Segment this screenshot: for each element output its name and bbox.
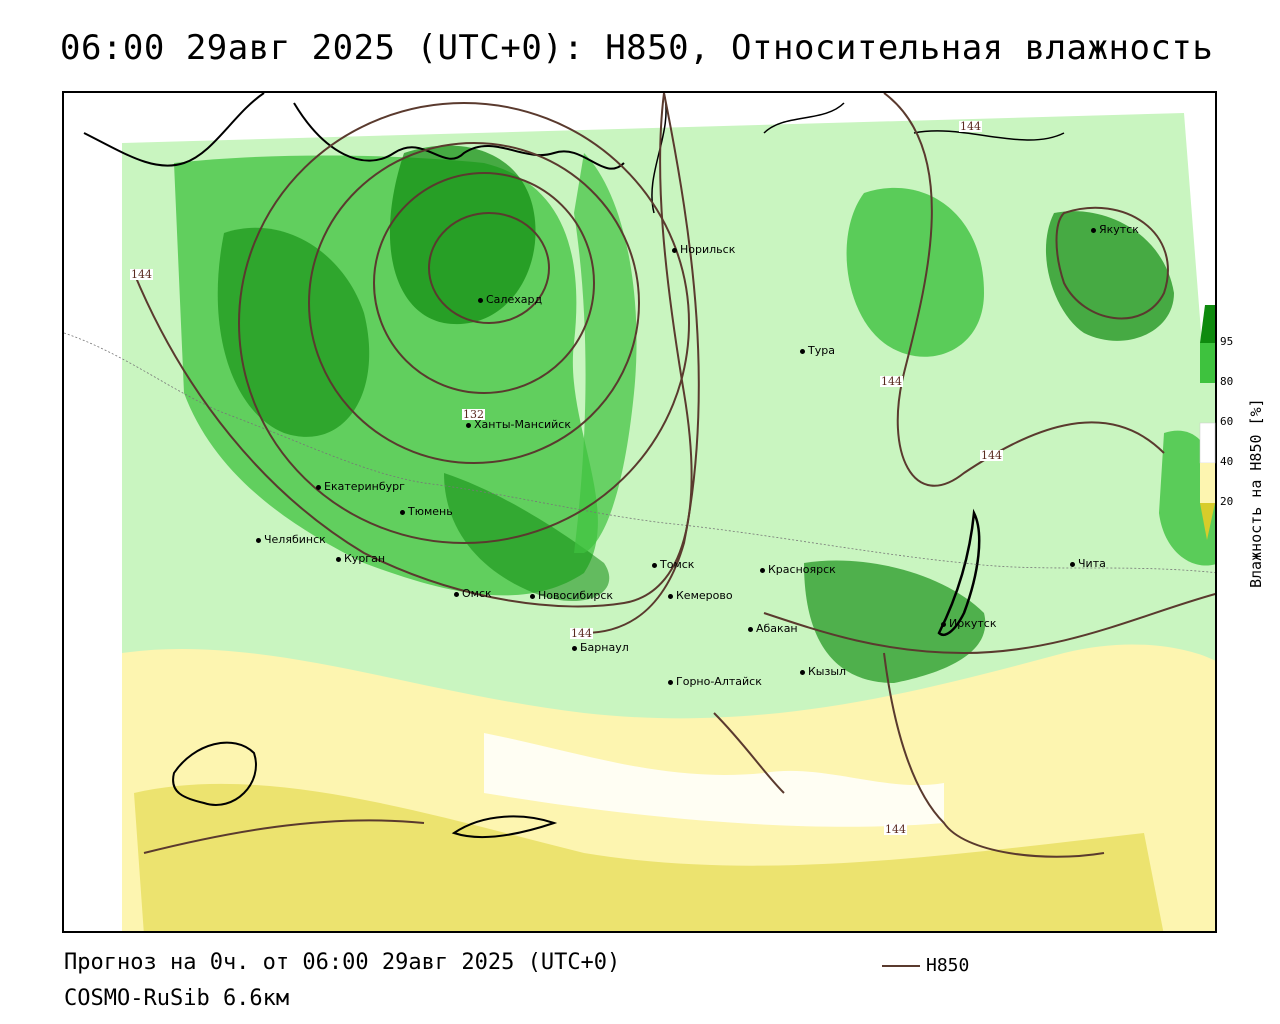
contour-label: 144 — [880, 375, 903, 388]
cb-seg-20 — [1200, 463, 1215, 503]
city-dot — [256, 537, 261, 543]
city-dot — [800, 669, 805, 675]
city-marker: Томск — [652, 558, 694, 571]
colorbar-title: Влажность на H850 [%] — [1247, 398, 1265, 588]
contour-label: 144 — [959, 120, 982, 133]
city-dot — [668, 679, 673, 685]
city-marker: Тюмень — [400, 505, 453, 518]
city-marker: Ханты-Мансийск — [466, 418, 571, 431]
city-dot — [672, 247, 677, 253]
city-dot — [454, 591, 459, 597]
city-dot — [316, 484, 321, 490]
cb-seg-60 — [1200, 383, 1215, 423]
city-dot — [530, 593, 535, 599]
moist-zone-north — [846, 187, 984, 357]
city-marker: Омск — [454, 587, 492, 600]
cb-tick-95: 95 — [1220, 335, 1234, 348]
cb-tick-40: 40 — [1220, 455, 1234, 468]
city-marker: Екатеринбург — [316, 480, 405, 493]
city-marker: Курган — [336, 552, 385, 565]
wet-core-yakutsk — [1045, 211, 1174, 341]
city-marker: Челябинск — [256, 533, 326, 546]
contour-label: 144 — [570, 627, 593, 640]
city-marker: Норильск — [672, 243, 735, 256]
humidity-map — [64, 93, 1215, 931]
cb-seg-low — [1200, 503, 1215, 540]
city-dot — [800, 348, 805, 354]
cb-tick-20: 20 — [1220, 495, 1234, 508]
cb-seg-80 — [1200, 343, 1215, 383]
city-dot — [1091, 227, 1096, 233]
cb-tick-80: 80 — [1220, 375, 1234, 388]
lake-balkhash — [451, 815, 558, 839]
contour-label: 144 — [980, 449, 1003, 462]
cb-tick-60: 60 — [1220, 415, 1234, 428]
model-name: COSMO-RuSib 6.6км — [64, 986, 290, 1011]
city-marker: Салехард — [478, 293, 542, 306]
city-marker: Красноярск — [760, 563, 836, 576]
city-marker: Иркутск — [941, 617, 996, 630]
city-marker: Новосибирск — [530, 589, 613, 602]
lake-baikal — [937, 508, 981, 637]
city-marker: Якутск — [1091, 223, 1139, 236]
contour-swatch — [882, 964, 920, 967]
caspian-outline — [172, 741, 257, 806]
city-marker: Чита — [1070, 557, 1106, 570]
page-title: 06:00 29авг 2025 (UTC+0): H850, Относите… — [60, 28, 1214, 68]
contour-label: 144 — [884, 823, 907, 836]
city-dot — [400, 509, 405, 515]
contour-label: 132 — [462, 408, 485, 421]
city-marker: Барнаул — [572, 641, 629, 654]
city-dot — [760, 567, 765, 573]
white-band — [484, 733, 944, 827]
h850-contours — [133, 93, 1215, 858]
admin-borders — [64, 332, 1215, 574]
city-dot — [572, 645, 577, 651]
city-marker: Тура — [800, 344, 835, 357]
humidity-colorbar — [1199, 305, 1216, 540]
city-dot — [336, 556, 341, 562]
cb-seg-40 — [1199, 422, 1216, 464]
cb-seg-95 — [1200, 305, 1215, 343]
city-marker: Кызыл — [800, 665, 846, 678]
city-dot — [668, 593, 673, 599]
forecast-info: Прогноз на 0ч. от 06:00 29авг 2025 (UTC+… — [64, 950, 621, 975]
city-dot — [1070, 561, 1075, 567]
contour-label: 144 — [130, 268, 153, 281]
wet-core-2 — [444, 473, 610, 602]
coastline-north — [83, 93, 625, 170]
city-marker: Абакан — [748, 622, 798, 635]
city-dot — [478, 297, 483, 303]
city-dot — [748, 626, 753, 632]
city-dot — [652, 562, 657, 568]
city-marker: Кемерово — [668, 589, 733, 602]
city-marker: Горно-Алтайск — [668, 675, 762, 688]
city-dot — [466, 422, 471, 428]
contour-legend: H850 — [882, 955, 969, 976]
map-frame[interactable]: 144 144 132 144 144 144 144 Норильск Яку… — [62, 91, 1217, 933]
city-dot — [941, 621, 946, 627]
